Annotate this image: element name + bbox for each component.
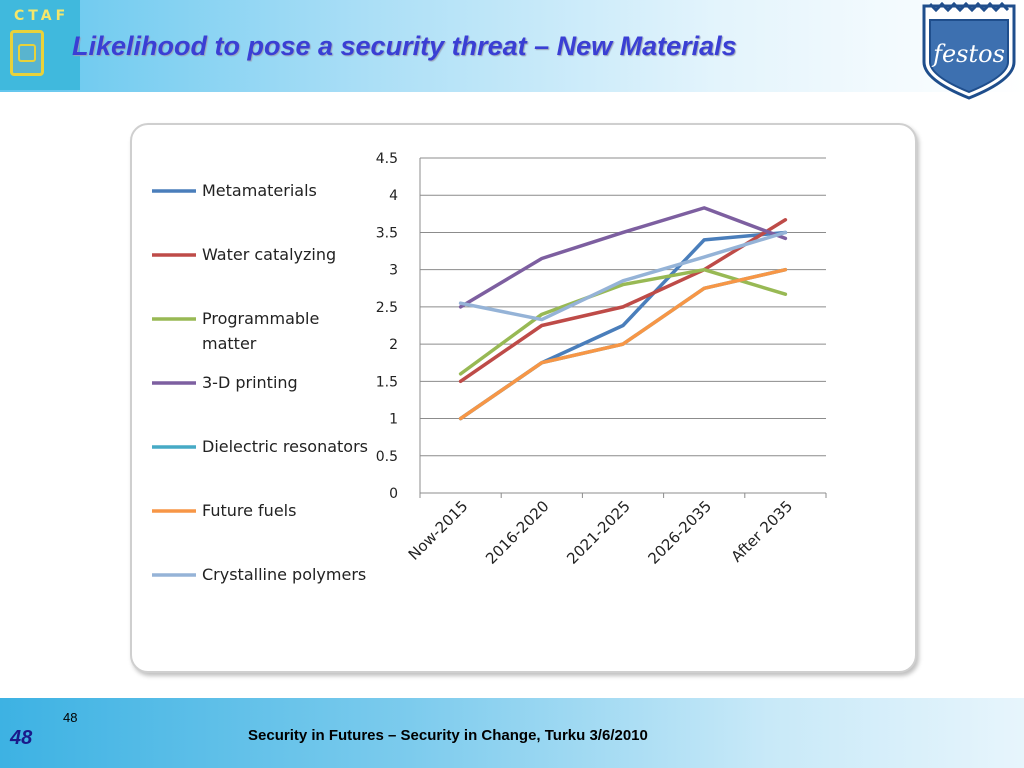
series-line — [458, 230, 788, 322]
x-tick-label: After 2035 — [728, 497, 797, 566]
y-tick-label: 2 — [389, 337, 398, 353]
footer-text: Security in Futures – Security in Change… — [248, 727, 648, 744]
legend-label: Crystalline polymers — [202, 565, 366, 584]
series-line — [458, 206, 788, 309]
legend-label: Dielectric resonators — [202, 437, 368, 456]
y-tick-label: 2.5 — [376, 300, 398, 316]
ctaf-logo-frame — [10, 30, 44, 76]
x-tick-label: 2026-2035 — [644, 497, 715, 568]
x-tick-label: Now-2015 — [405, 497, 472, 564]
y-tick-label: 4.5 — [376, 151, 398, 167]
legend-label: 3-D printing — [202, 373, 298, 392]
y-tick-label: 1 — [389, 412, 398, 428]
legend-label-line: Programmable — [202, 309, 319, 328]
x-tick-label: 2021-2025 — [563, 497, 634, 568]
legend-label-line: matter — [202, 334, 257, 353]
ctaf-logo-text: CTAF — [14, 8, 70, 24]
legend-label: Programmable matter — [202, 309, 319, 353]
series-line — [458, 230, 788, 421]
legend-label: Water catalyzing — [202, 245, 336, 264]
ctaf-logo: CTAF — [0, 0, 80, 90]
page-number: 48 — [10, 727, 33, 749]
y-tick-label: 0.5 — [376, 449, 398, 465]
y-tick-label: 0 — [389, 486, 398, 502]
y-tick-label: 4 — [389, 188, 398, 204]
y-tick-label: 3.5 — [376, 225, 398, 241]
ctaf-logo-dots-icon — [18, 44, 36, 62]
slide-title: Likelihood to pose a security threat – N… — [72, 31, 737, 61]
y-tick-label: 3 — [389, 263, 398, 279]
series-line — [458, 218, 788, 384]
footer-band — [0, 698, 1024, 768]
header-band — [0, 0, 1024, 92]
legend-label: Metamaterials — [202, 181, 317, 200]
series-line — [458, 267, 788, 376]
page-number-small: 48 — [63, 710, 78, 725]
festos-logo-text: festos — [931, 40, 1005, 68]
legend-label: Future fuels — [202, 501, 296, 520]
x-tick-label: 2016-2020 — [482, 497, 553, 568]
festos-logo: festos — [922, 1, 1016, 100]
series-line — [458, 267, 788, 421]
y-tick-label: 1.5 — [376, 374, 398, 390]
chart-frame: 0 0.5 1 1.5 2 2.5 3 3.5 4 4.5 Now-2015 2016-2020 202… — [130, 123, 917, 673]
